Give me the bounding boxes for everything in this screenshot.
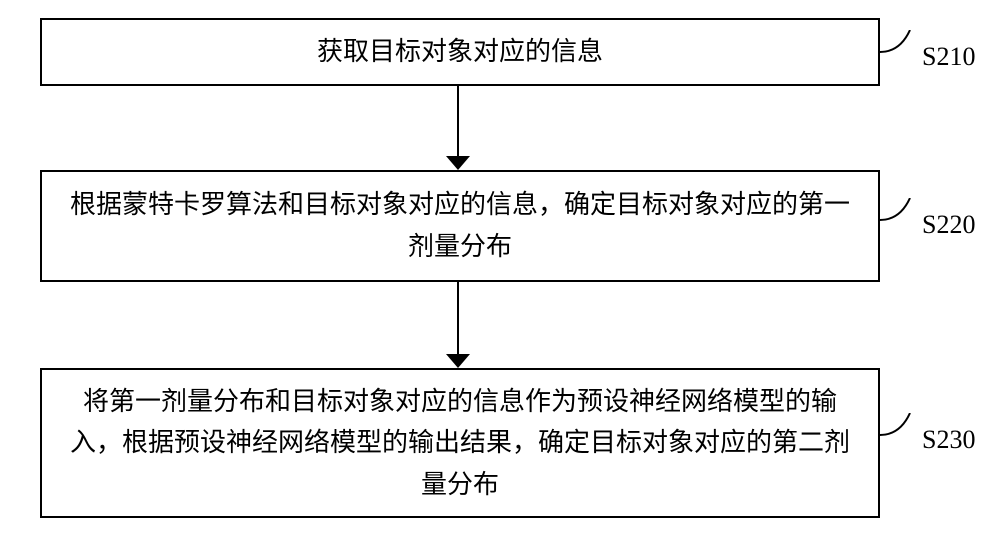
arrow-head-1: [446, 156, 470, 170]
step-label-1: S210: [922, 42, 975, 72]
label-connector-1: [880, 30, 922, 60]
label-connector-2: [880, 198, 922, 228]
flowchart-container: 获取目标对象对应的信息 S210 根据蒙特卡罗算法和目标对象对应的信息，确定目标…: [0, 0, 1000, 535]
label-connector-3: [880, 413, 922, 443]
flow-step-1-text: 获取目标对象对应的信息: [317, 31, 603, 73]
step-label-2: S220: [922, 210, 975, 240]
flow-step-2: 根据蒙特卡罗算法和目标对象对应的信息，确定目标对象对应的第一剂量分布: [40, 170, 880, 282]
arrow-line-1: [457, 86, 459, 158]
flow-step-3-text: 将第一剂量分布和目标对象对应的信息作为预设神经网络模型的输入，根据预设神经网络模…: [62, 381, 858, 506]
flow-step-2-text: 根据蒙特卡罗算法和目标对象对应的信息，确定目标对象对应的第一剂量分布: [62, 184, 858, 267]
flow-step-3: 将第一剂量分布和目标对象对应的信息作为预设神经网络模型的输入，根据预设神经网络模…: [40, 368, 880, 518]
arrow-line-2: [457, 282, 459, 356]
arrow-head-2: [446, 354, 470, 368]
step-label-3: S230: [922, 425, 975, 455]
flow-step-1: 获取目标对象对应的信息: [40, 18, 880, 86]
